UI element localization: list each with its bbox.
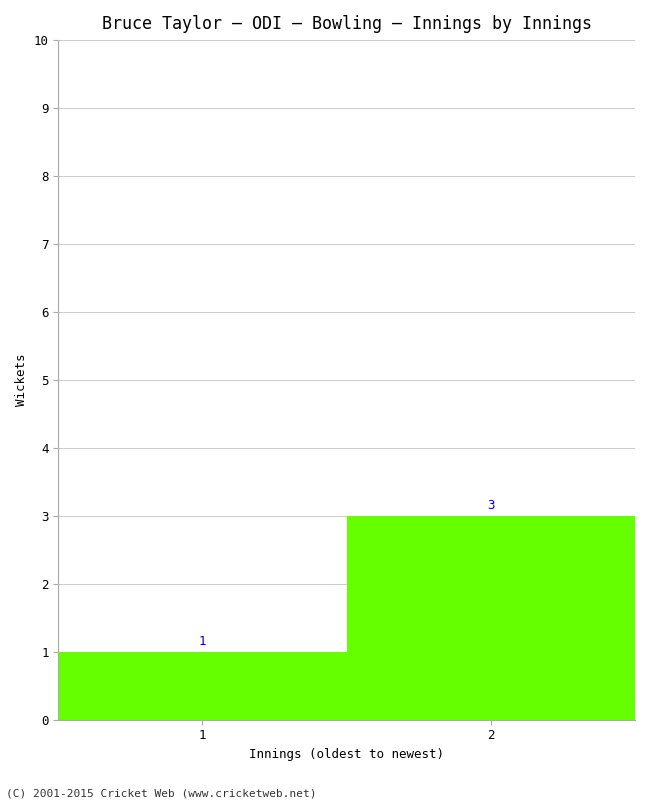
Text: 3: 3	[487, 499, 495, 513]
Title: Bruce Taylor – ODI – Bowling – Innings by Innings: Bruce Taylor – ODI – Bowling – Innings b…	[101, 15, 592, 33]
X-axis label: Innings (oldest to newest): Innings (oldest to newest)	[249, 748, 444, 761]
Bar	[58, 652, 346, 720]
Text: (C) 2001-2015 Cricket Web (www.cricketweb.net): (C) 2001-2015 Cricket Web (www.cricketwe…	[6, 789, 317, 798]
Text: 1: 1	[199, 635, 206, 648]
Bar	[346, 516, 635, 720]
Y-axis label: Wickets: Wickets	[15, 354, 28, 406]
